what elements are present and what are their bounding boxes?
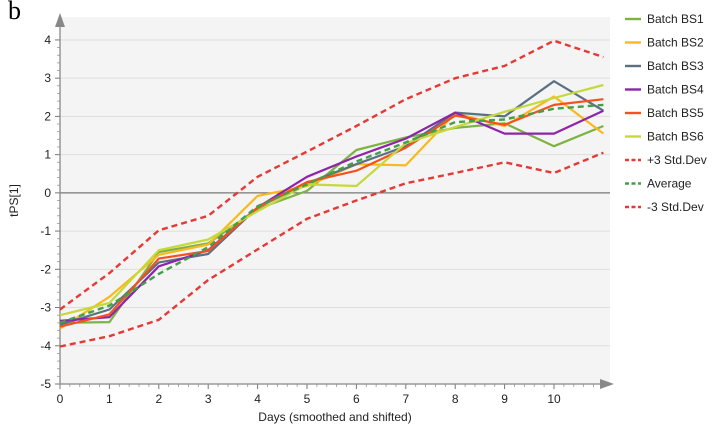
series-line-batch-bs4 (59, 109, 604, 322)
legend-label: Batch BS4 (647, 83, 704, 97)
y-tick-label: -4 (40, 339, 51, 353)
panel-label: b (8, 0, 21, 25)
x-tick-label: 8 (452, 392, 459, 406)
y-tick-label: 3 (44, 71, 51, 85)
y-tick-label: -1 (40, 224, 51, 238)
x-axis-title: Days (smoothed and shifted) (258, 410, 411, 424)
legend-label: Batch BS6 (647, 130, 704, 144)
series-line-batch-bs5 (59, 98, 604, 328)
x-tick-label: 1 (106, 392, 113, 406)
legend-label: Average (647, 177, 692, 191)
legend-label: +3 Std.Dev (647, 153, 707, 167)
x-axis-arrow (600, 379, 614, 389)
y-tick-label: -2 (40, 262, 51, 276)
x-tick-label: 5 (304, 392, 311, 406)
x-tick-label: 10 (547, 392, 561, 406)
series-line--3-std-dev (59, 151, 604, 348)
series-layer (59, 39, 605, 348)
legend: Batch BS1 Batch BS2 Batch BS3 Batch BS4 Batc… (625, 12, 707, 214)
x-tick-label: 4 (254, 392, 261, 406)
series-line-batch-bs1 (59, 122, 604, 324)
y-tick-label: -3 (40, 301, 51, 315)
legend-label: Batch BS3 (647, 59, 704, 73)
plot-area (60, 17, 610, 384)
series-line--3-std-dev (59, 39, 604, 311)
x-tick-label: 6 (353, 392, 360, 406)
legend-label: Batch BS2 (647, 36, 704, 50)
series-line-batch-bs6 (59, 83, 604, 317)
legend-label: -3 Std.Dev (647, 200, 704, 214)
y-tick-label: -5 (40, 377, 51, 391)
tick-labels: -5 -4 -3 -2 -1 0 1 2 3 4 0 1 2 3 4 5 6 7 8 9 10 (40, 33, 561, 406)
legend-label: Batch BS1 (647, 12, 704, 26)
x-tick-label: 7 (402, 392, 409, 406)
legend-label: Batch BS5 (647, 106, 704, 120)
series-line-average (59, 103, 604, 324)
y-tick-label: 0 (44, 186, 51, 200)
y-tick-label: 2 (44, 109, 51, 123)
x-tick-label: 3 (205, 392, 212, 406)
y-axis-arrow (55, 13, 65, 27)
y-tick-label: 4 (44, 33, 51, 47)
x-tick-label: 9 (501, 392, 508, 406)
x-tick-label: 0 (57, 392, 64, 406)
x-tick-label: 2 (155, 392, 162, 406)
y-axis-title: tPS[1] (7, 184, 21, 217)
axes (55, 13, 614, 389)
y-tick-label: 1 (44, 148, 51, 162)
